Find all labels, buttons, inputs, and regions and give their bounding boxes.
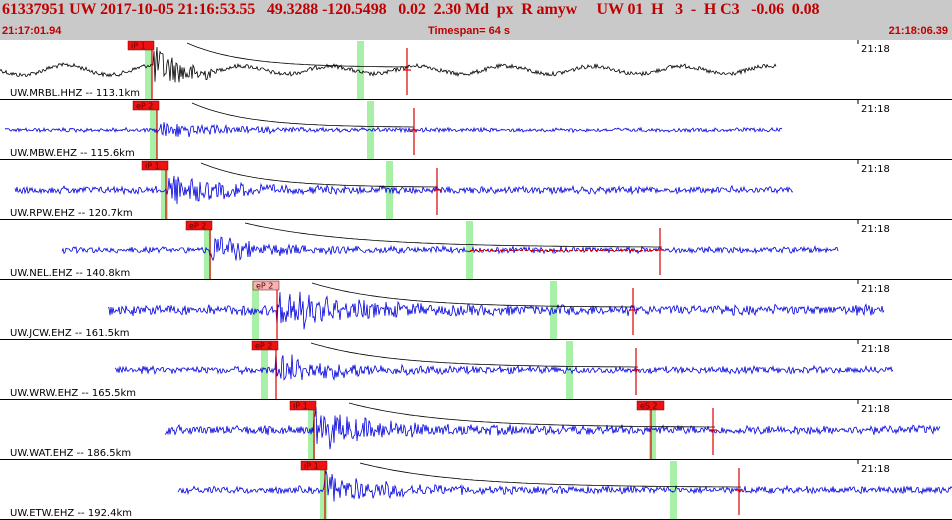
phase-pick-label: iP 1 [293, 402, 308, 411]
phase-pick-flag[interactable] [251, 340, 279, 351]
seismogram-trace[interactable] [0, 46, 777, 83]
time-mark-label: 21:18 [861, 164, 890, 175]
predicted-arrival-marker [161, 161, 168, 219]
predicted-arrival-marker [261, 341, 268, 399]
time-mark-label: 21:18 [861, 284, 890, 295]
phase-pick-flag[interactable] [127, 40, 155, 51]
phase-pick-label: iP 1 [145, 162, 160, 171]
time-mark-label: 21:18 [861, 404, 890, 415]
predicted-arrival-marker [550, 281, 557, 339]
seismogram-trace[interactable] [114, 352, 894, 381]
phase-pick-flag[interactable] [141, 160, 169, 171]
seismogram-trace[interactable] [107, 291, 885, 330]
coda-decay-curve [310, 342, 638, 368]
seismogram-canvas[interactable]: iP 1 21:18 UW.MRBL.HHZ -- 113.1km eP 2 21:18… [0, 40, 952, 520]
predicted-arrival-marker [649, 401, 656, 459]
time-mark-label: 21:18 [861, 104, 890, 115]
station-label: UW.NEL.EHZ -- 140.8km [10, 268, 130, 279]
station-label: UW.ETW.EHZ -- 192.4km [10, 508, 132, 519]
station-label: UW.MBW.EHZ -- 115.6km [10, 148, 135, 159]
phase-pick-label: iP 1 [304, 462, 319, 471]
phase-pick-label: iP 1 [131, 42, 146, 51]
predicted-arrival-marker [145, 41, 152, 99]
phase-pick-label: eS 2 [640, 402, 658, 411]
seismogram-trace[interactable] [14, 175, 794, 205]
phase-pick-label: eP 2 [256, 282, 273, 291]
coda-decay-curve [200, 162, 438, 188]
station-label: UW.RPW.EHZ -- 120.7km [10, 208, 133, 219]
phase-pick-flag[interactable] [252, 280, 280, 291]
event-header: 61337951 UW 2017-10-05 21:16:53.55 49.32… [0, 0, 952, 40]
coda-decay-curve [348, 402, 715, 428]
predicted-arrival-marker [670, 461, 677, 519]
start-time: 21:17:01.94 [2, 25, 62, 37]
phase-pick-flag[interactable] [185, 220, 213, 231]
phase-pick-flag[interactable] [289, 400, 317, 411]
coda-decay-curve [244, 222, 662, 248]
time-mark-label: 21:18 [861, 464, 890, 475]
time-mark-label: 21:18 [861, 344, 890, 355]
seismogram-panels[interactable]: iP 1 21:18 UW.MRBL.HHZ -- 113.1km eP 2 21:18… [0, 40, 952, 520]
coda-decay-curve [191, 102, 414, 128]
end-time: 21:18:06.39 [888, 25, 948, 37]
phase-pick-label: eP 2 [189, 222, 206, 231]
phase-pick-flag[interactable] [636, 400, 665, 411]
coda-decay-curve [359, 462, 741, 488]
predicted-arrival-marker [466, 221, 473, 279]
seismogram-trace[interactable] [4, 122, 783, 138]
timespan-label: Timespan= 64 s [428, 25, 511, 37]
seismogram-trace[interactable] [164, 406, 941, 450]
seismogram-trace[interactable] [61, 236, 839, 262]
coda-decay-curve [311, 282, 633, 308]
coda-decay-curve [186, 42, 409, 68]
event-summary-line: 61337951 UW 2017-10-05 21:16:53.55 49.32… [2, 1, 820, 18]
seismogram-trace[interactable] [177, 470, 952, 502]
station-label: UW.MRBL.HHZ -- 113.1km [10, 88, 140, 99]
station-label: UW.WRW.EHZ -- 165.5km [10, 388, 136, 399]
station-label: UW.JCW.EHZ -- 161.5km [10, 328, 130, 339]
time-mark-label: 21:18 [861, 44, 890, 55]
predicted-arrival-marker [320, 461, 327, 519]
phase-pick-flag[interactable] [300, 460, 328, 471]
time-mark-label: 21:18 [861, 224, 890, 235]
phase-pick-flag[interactable] [132, 100, 160, 111]
predicted-arrival-marker [566, 341, 573, 399]
phase-pick-label: eP 2 [136, 102, 153, 111]
predicted-arrival-marker [357, 41, 364, 99]
phase-pick-label: eP 2 [255, 342, 272, 351]
station-label: UW.WAT.EHZ -- 186.5km [10, 448, 131, 459]
